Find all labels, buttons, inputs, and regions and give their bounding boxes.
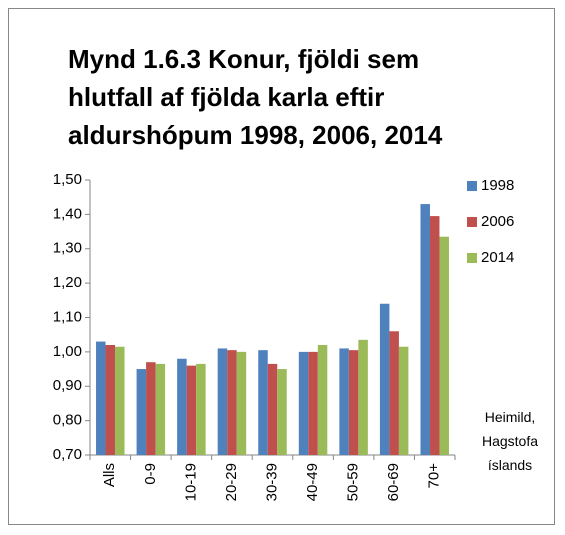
y-tick-label: 1,00 bbox=[53, 343, 82, 360]
legend-swatch bbox=[467, 253, 477, 263]
legend-swatch bbox=[467, 217, 477, 227]
legend-label: 2014 bbox=[481, 249, 514, 266]
legend-swatch bbox=[467, 181, 477, 191]
y-tick-label: 0,80 bbox=[53, 412, 82, 429]
bar bbox=[308, 351, 318, 455]
bar bbox=[348, 350, 359, 455]
bar bbox=[146, 362, 156, 455]
source-note: Heimild, Hagstofa íslands bbox=[481, 409, 539, 473]
bar bbox=[236, 351, 247, 455]
bar bbox=[298, 351, 309, 455]
y-tick-label: 1,30 bbox=[53, 240, 82, 257]
chart-border bbox=[8, 8, 555, 525]
y-tick-label: 0,90 bbox=[53, 377, 82, 394]
bar bbox=[217, 348, 228, 455]
x-tick-label: 10-19 bbox=[182, 463, 199, 501]
x-tick-label: 0-9 bbox=[142, 463, 159, 485]
bar bbox=[398, 346, 409, 455]
bar bbox=[420, 204, 430, 455]
bar bbox=[177, 358, 187, 455]
x-tick-label: 20-29 bbox=[223, 463, 240, 501]
x-tick-label: 40-49 bbox=[304, 463, 321, 501]
legend-label: 2006 bbox=[481, 213, 514, 230]
y-tick-label: 1,40 bbox=[53, 205, 82, 222]
bar bbox=[379, 303, 390, 455]
chart-title: Mynd 1.6.3 Konur, fjöldi sem hlutfall af… bbox=[68, 44, 443, 150]
bar bbox=[115, 346, 125, 455]
bar bbox=[277, 369, 287, 455]
bar bbox=[96, 341, 106, 455]
bar bbox=[358, 339, 368, 455]
bar bbox=[136, 369, 147, 455]
x-tick-label: 30-39 bbox=[263, 463, 280, 501]
legend-label: 1998 bbox=[481, 177, 514, 194]
bar bbox=[258, 350, 268, 455]
x-tick-label: 70+ bbox=[426, 463, 443, 489]
bar bbox=[439, 236, 449, 455]
y-tick-label: 1,20 bbox=[53, 274, 82, 291]
x-tick-label: 50-59 bbox=[345, 463, 362, 501]
y-tick-label: 1,10 bbox=[53, 308, 82, 325]
bar bbox=[389, 331, 399, 455]
y-tick-label: 0,70 bbox=[53, 446, 82, 463]
bar bbox=[105, 345, 116, 455]
bar bbox=[186, 365, 197, 455]
bar bbox=[429, 216, 440, 455]
x-tick-label: Alls bbox=[101, 463, 118, 487]
bar bbox=[196, 363, 206, 455]
y-tick-label: 1,50 bbox=[53, 171, 82, 188]
x-tick-label: 60-69 bbox=[385, 463, 402, 501]
bar bbox=[339, 348, 349, 455]
bar bbox=[155, 363, 166, 455]
bar bbox=[317, 345, 328, 455]
bar bbox=[267, 363, 278, 455]
bar bbox=[227, 350, 237, 455]
